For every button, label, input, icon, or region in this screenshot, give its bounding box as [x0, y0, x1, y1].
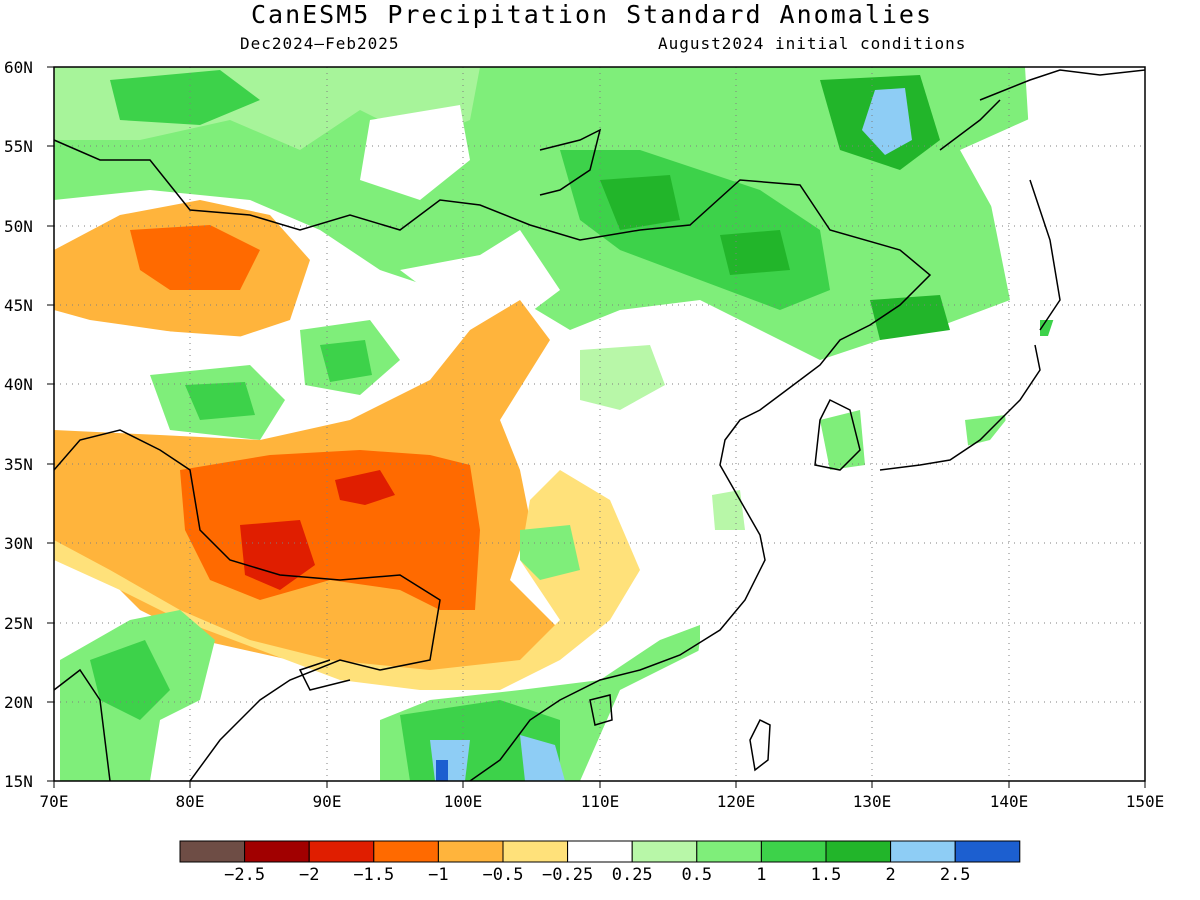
lon-label: 140E: [989, 792, 1029, 811]
lon-label: 130E: [852, 792, 892, 811]
legend-swatch: [825, 840, 892, 863]
legend-swatch: [437, 840, 504, 863]
legend-label: 2: [885, 865, 895, 885]
period-label: Dec2024–Feb2025: [240, 34, 400, 53]
legend-label: −1.5: [353, 865, 394, 885]
legend-swatch: [244, 840, 310, 863]
lat-label: 50N: [4, 217, 33, 236]
lat-label: 60N: [4, 58, 33, 77]
init-conditions-label: August2024 initial conditions: [658, 34, 967, 53]
lat-label: 20N: [4, 693, 33, 712]
legend-label: −1: [428, 865, 448, 885]
lat-label: 55N: [4, 137, 33, 156]
lon-label: 100E: [443, 792, 483, 811]
map-title: CanESM5 Precipitation Standard Anomalies: [250, 0, 934, 29]
lon-label: 110E: [580, 792, 620, 811]
legend-swatch: [567, 840, 633, 863]
legend-label: 1: [756, 865, 766, 885]
legend-swatch: [308, 840, 375, 863]
coastlines-borders: [54, 69, 1145, 781]
lon-label: 90E: [312, 792, 342, 811]
legend-label: 0.25: [612, 865, 653, 885]
lat-label: 15N: [4, 772, 33, 791]
axis-ticks: [47, 66, 1146, 788]
legend-swatch: [502, 840, 569, 863]
legend-swatch: [631, 840, 698, 863]
grid-lines: [54, 67, 1145, 781]
lon-label: 80E: [175, 792, 205, 811]
legend-swatch: [373, 840, 439, 863]
lon-label: 150E: [1125, 792, 1165, 811]
lat-label: 40N: [4, 375, 33, 394]
legend-swatch: [760, 840, 827, 863]
legend-label: −2: [299, 865, 319, 885]
lon-label: 70E: [39, 792, 69, 811]
legend-label: −2.5: [224, 865, 265, 885]
legend-label: 0.5: [681, 865, 712, 885]
lon-label: 120E: [716, 792, 756, 811]
legend-label: −0.5: [483, 865, 524, 885]
legend-swatch: [179, 840, 246, 863]
legend-label: 1.5: [811, 865, 842, 885]
legend-label: 2.5: [940, 865, 971, 885]
legend-swatch: [890, 840, 956, 863]
legend-label: −0.25: [542, 865, 593, 885]
lat-label: 45N: [4, 296, 33, 315]
legend-swatch: [954, 840, 1021, 863]
lat-label: 35N: [4, 455, 33, 474]
lat-label: 30N: [4, 534, 33, 553]
legend-swatch: [696, 840, 762, 863]
lat-label: 25N: [4, 614, 33, 633]
